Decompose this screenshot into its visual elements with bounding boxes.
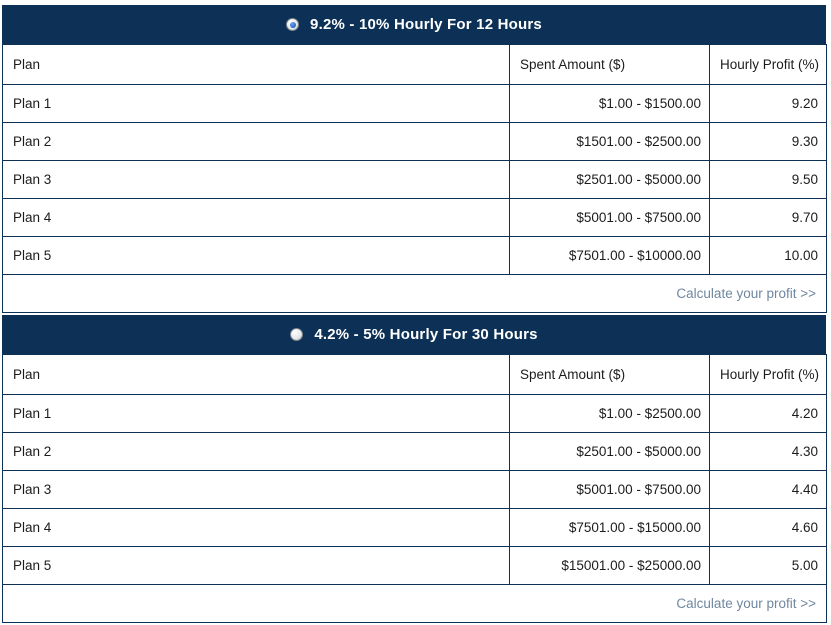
column-header-spent-amount: Spent Amount ($) <box>509 354 710 395</box>
spent-amount-cell: $7501.00 - $15000.00 <box>509 508 710 547</box>
table-footer-row: Calculate your profit >> <box>2 584 827 623</box>
plan-section: 4.2% - 5% Hourly For 30 Hours Plan Spent… <box>2 315 827 623</box>
hourly-profit-cell: 9.50 <box>709 160 827 199</box>
spent-amount-cell: $1.00 - $1500.00 <box>509 84 710 123</box>
spent-amount-cell: $5001.00 - $7500.00 <box>509 470 710 509</box>
table-footer-row: Calculate your profit >> <box>2 274 827 313</box>
spent-amount-cell: $2501.00 - $5000.00 <box>509 432 710 471</box>
hourly-profit-cell: 5.00 <box>709 546 827 585</box>
plan-radio-button[interactable] <box>290 328 304 341</box>
spent-amount-cell: $5001.00 - $7500.00 <box>509 198 710 237</box>
hourly-profit-cell: 9.30 <box>709 122 827 161</box>
plan-table-row: Plan 2 $1501.00 - $2500.00 9.30 <box>2 122 827 161</box>
plan-radio-button[interactable] <box>286 18 300 31</box>
plans-table: Plan Spent Amount ($) Hourly Profit (%) … <box>2 44 827 313</box>
plan-name-cell: Plan 3 <box>2 160 510 199</box>
hourly-profit-cell: 4.30 <box>709 432 827 471</box>
plan-section-title: 4.2% - 5% Hourly For 30 Hours <box>314 326 538 343</box>
plan-name-cell: Plan 3 <box>2 470 510 509</box>
radio-dot-icon <box>289 21 296 28</box>
spent-amount-cell: $2501.00 - $5000.00 <box>509 160 710 199</box>
calculate-profit-link[interactable]: Calculate your profit >> <box>676 596 816 611</box>
plan-name-cell: Plan 2 <box>2 122 510 161</box>
plan-table-row: Plan 2 $2501.00 - $5000.00 4.30 <box>2 432 827 471</box>
plan-section-header[interactable]: 4.2% - 5% Hourly For 30 Hours <box>2 315 826 354</box>
column-header-plan: Plan <box>2 354 510 395</box>
plan-name-cell: Plan 4 <box>2 508 510 547</box>
plans-table: Plan Spent Amount ($) Hourly Profit (%) … <box>2 354 827 623</box>
hourly-profit-cell: 9.20 <box>709 84 827 123</box>
plan-section-title: 9.2% - 10% Hourly For 12 Hours <box>310 16 542 33</box>
plan-name-cell: Plan 2 <box>2 432 510 471</box>
plan-name-cell: Plan 5 <box>2 546 510 585</box>
plan-table-row: Plan 4 $5001.00 - $7500.00 9.70 <box>2 198 827 237</box>
plan-name-cell: Plan 1 <box>2 394 510 433</box>
calculate-profit-link[interactable]: Calculate your profit >> <box>676 286 816 301</box>
hourly-profit-cell: 4.20 <box>709 394 827 433</box>
hourly-profit-cell: 4.40 <box>709 470 827 509</box>
plan-table-row: Plan 5 $15001.00 - $25000.00 5.00 <box>2 546 827 585</box>
plan-table-row: Plan 1 $1.00 - $1500.00 9.20 <box>2 84 827 123</box>
spent-amount-cell: $7501.00 - $10000.00 <box>509 236 710 275</box>
plan-table-row: Plan 4 $7501.00 - $15000.00 4.60 <box>2 508 827 547</box>
plan-table-row: Plan 3 $2501.00 - $5000.00 9.50 <box>2 160 827 199</box>
investment-plan-sections: 9.2% - 10% Hourly For 12 Hours Plan Spen… <box>2 5 827 623</box>
column-header-hourly-profit: Hourly Profit (%) <box>709 44 827 85</box>
spent-amount-cell: $1.00 - $2500.00 <box>509 394 710 433</box>
plan-table-row: Plan 1 $1.00 - $2500.00 4.20 <box>2 394 827 433</box>
plan-name-cell: Plan 4 <box>2 198 510 237</box>
plan-table-row: Plan 3 $5001.00 - $7500.00 4.40 <box>2 470 827 509</box>
column-header-plan: Plan <box>2 44 510 85</box>
plan-section-header[interactable]: 9.2% - 10% Hourly For 12 Hours <box>2 5 826 44</box>
hourly-profit-cell: 10.00 <box>709 236 827 275</box>
hourly-profit-cell: 9.70 <box>709 198 827 237</box>
plan-section: 9.2% - 10% Hourly For 12 Hours Plan Spen… <box>2 5 827 313</box>
column-header-spent-amount: Spent Amount ($) <box>509 44 710 85</box>
hourly-profit-cell: 4.60 <box>709 508 827 547</box>
plans-table-header-row: Plan Spent Amount ($) Hourly Profit (%) <box>2 354 827 395</box>
plan-table-row: Plan 5 $7501.00 - $10000.00 10.00 <box>2 236 827 275</box>
plan-name-cell: Plan 5 <box>2 236 510 275</box>
spent-amount-cell: $15001.00 - $25000.00 <box>509 546 710 585</box>
column-header-hourly-profit: Hourly Profit (%) <box>709 354 827 395</box>
plans-table-header-row: Plan Spent Amount ($) Hourly Profit (%) <box>2 44 827 85</box>
plan-name-cell: Plan 1 <box>2 84 510 123</box>
spent-amount-cell: $1501.00 - $2500.00 <box>509 122 710 161</box>
